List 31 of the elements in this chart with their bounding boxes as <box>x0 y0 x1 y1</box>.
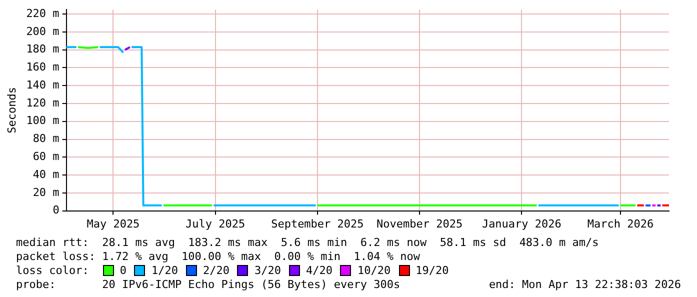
y-tick-label: 140 m <box>26 78 60 92</box>
x-tick-label: May 2025 <box>86 217 140 230</box>
legend-label: 3/20 <box>254 264 281 277</box>
y-tick-label: 200 m <box>26 24 60 38</box>
x-tick-label: November 2025 <box>376 217 463 230</box>
legend-label: 10/20 <box>357 264 391 277</box>
legend-label: 4/20 <box>306 264 332 277</box>
y-tick-label: 80 m <box>32 132 60 146</box>
text: median rtt: 28.1 ms avg 183.2 ms max 5.6 ms min 6.2 ms now 58.1 ms sd 483.0 m am/s <box>16 236 599 249</box>
x-tick-label: September 2025 <box>271 217 364 230</box>
y-tick-label: 160 m <box>26 60 60 74</box>
text: end: Mon Apr 13 22:38:03 2026 <box>488 278 681 291</box>
legend-label: 2/20 <box>202 264 230 277</box>
x-tick-label: July 2025 <box>186 217 246 230</box>
y-tick-label: 20 m <box>32 186 60 199</box>
y-tick-label: 100 m <box>26 114 60 128</box>
legend-label: 1/20 <box>151 264 178 277</box>
legend-label: 0 <box>120 264 126 277</box>
x-tick-label: January 2026 <box>482 217 562 230</box>
text: probe: 20 IPv6-ICMP Echo Pings (56 Bytes) every 300s <box>16 278 400 291</box>
y-tick-label: 120 m <box>26 96 60 110</box>
x-tick-label: March 2026 <box>587 217 654 230</box>
y-tick-label: 180 m <box>26 42 60 56</box>
y-axis-title: Seconds <box>5 87 18 134</box>
legend-label: 19/20 <box>416 264 449 277</box>
y-tick-label: 220 m <box>26 6 60 20</box>
legend-title: loss color: <box>16 264 89 277</box>
y-tick-label: 0 <box>52 204 60 217</box>
y-tick-label: 60 m <box>32 150 60 164</box>
text: packet loss: 1.72 % avg 100.00 % max 0.00 % min 1.04 % now <box>16 250 420 263</box>
y-tick-label: 40 m <box>32 168 60 181</box>
